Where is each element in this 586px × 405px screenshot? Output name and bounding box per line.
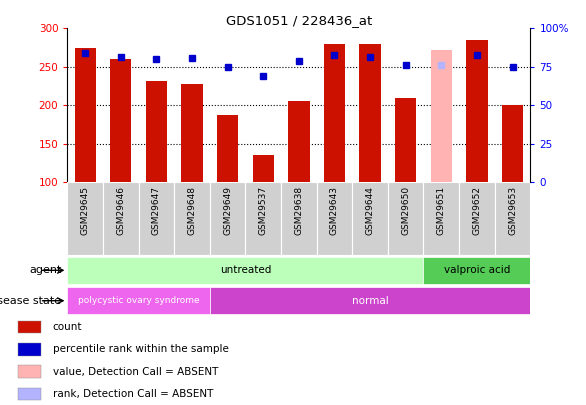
Bar — [74, 48, 96, 182]
Text: GSM29650: GSM29650 — [401, 186, 410, 235]
Bar — [67, 257, 424, 284]
Text: GSM29645: GSM29645 — [81, 186, 90, 235]
Bar — [388, 182, 424, 255]
Bar — [103, 182, 139, 255]
Bar — [424, 257, 530, 284]
Bar — [459, 182, 495, 255]
Bar — [431, 50, 452, 182]
Bar — [181, 84, 203, 182]
Text: GSM29649: GSM29649 — [223, 186, 232, 235]
Bar — [466, 40, 488, 182]
Bar — [316, 182, 352, 255]
Text: GSM29647: GSM29647 — [152, 186, 161, 235]
Text: agent: agent — [29, 265, 62, 275]
Bar — [18, 365, 41, 378]
Bar — [146, 81, 167, 182]
Bar — [502, 105, 523, 182]
Bar — [18, 321, 41, 333]
Text: value, Detection Call = ABSENT: value, Detection Call = ABSENT — [53, 367, 218, 377]
Text: GSM29644: GSM29644 — [366, 186, 374, 235]
Text: GSM29652: GSM29652 — [472, 186, 482, 235]
Text: GSM29653: GSM29653 — [508, 186, 517, 235]
Bar — [174, 182, 210, 255]
Title: GDS1051 / 228436_at: GDS1051 / 228436_at — [226, 14, 372, 27]
Bar — [324, 44, 345, 182]
Text: polycystic ovary syndrome: polycystic ovary syndrome — [78, 296, 199, 305]
Bar — [18, 343, 41, 356]
Bar — [288, 101, 309, 182]
Bar — [352, 182, 388, 255]
Bar — [395, 98, 417, 182]
Text: valproic acid: valproic acid — [444, 265, 510, 275]
Text: rank, Detection Call = ABSENT: rank, Detection Call = ABSENT — [53, 389, 213, 399]
Bar — [67, 182, 103, 255]
Bar — [424, 182, 459, 255]
Text: normal: normal — [352, 296, 389, 306]
Bar — [359, 44, 381, 182]
Bar — [110, 59, 131, 182]
Text: count: count — [53, 322, 82, 332]
Text: GSM29646: GSM29646 — [116, 186, 125, 235]
Bar — [495, 182, 530, 255]
Bar — [18, 388, 41, 400]
Text: GSM29648: GSM29648 — [188, 186, 196, 235]
Bar — [253, 155, 274, 182]
Text: GSM29638: GSM29638 — [294, 186, 304, 235]
Text: percentile rank within the sample: percentile rank within the sample — [53, 344, 229, 354]
Text: GSM29537: GSM29537 — [259, 186, 268, 235]
Bar — [139, 182, 174, 255]
Bar — [67, 287, 210, 314]
Bar — [281, 182, 316, 255]
Bar — [246, 182, 281, 255]
Bar — [210, 287, 530, 314]
Text: disease state: disease state — [0, 296, 62, 306]
Text: untreated: untreated — [220, 265, 271, 275]
Bar — [217, 115, 239, 182]
Bar — [210, 182, 246, 255]
Text: GSM29643: GSM29643 — [330, 186, 339, 235]
Text: GSM29651: GSM29651 — [437, 186, 446, 235]
